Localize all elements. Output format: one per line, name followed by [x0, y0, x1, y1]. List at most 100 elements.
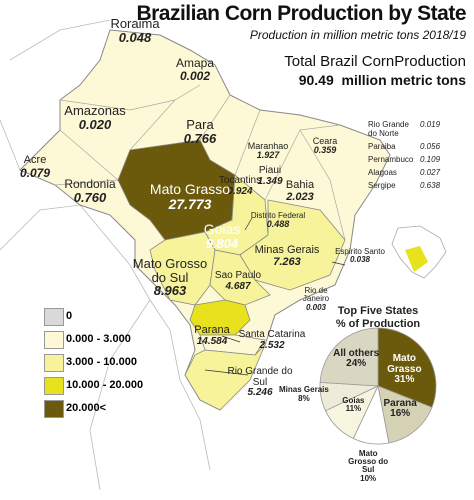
state-name: Acre [23, 154, 47, 166]
state-value: 0.002 [179, 68, 211, 83]
pie-label: All others 24% [331, 347, 381, 370]
state-value: 14.584 [196, 335, 228, 347]
pie-label: Mato Grasso 31% [379, 353, 429, 386]
state-shapes [117, 139, 346, 411]
state-borders [54, 84, 346, 241]
state-label: Goias 9.804 [192, 222, 252, 250]
legend-swatch [44, 308, 64, 326]
total-unit: million metric tons [341, 72, 466, 88]
state-name: Sao Paulo [214, 270, 262, 281]
state-value: 0.924 [227, 185, 253, 197]
pie-label: Parana 16% [375, 398, 425, 420]
state-label: Pernambuco 0.109 [368, 155, 440, 164]
state-name: Amazonas [64, 103, 126, 118]
state-name: Amapa [175, 56, 215, 70]
state-name: Espirito Santo [335, 247, 385, 256]
pie-label: Goias 11% [328, 396, 378, 414]
state-value: 0.019 [420, 120, 441, 129]
state-value: 27.773 [168, 195, 212, 212]
state-label: Mato Grosso do Sul 8.963 [125, 257, 215, 298]
state-shape [209, 249, 271, 306]
pie-slice [377, 327, 437, 408]
state-name: Piaui [258, 165, 282, 176]
legend-swatch [44, 377, 64, 395]
state-name: Pernambuco [368, 155, 414, 164]
state-label: Acre 0.079 [10, 154, 60, 180]
state-name: Alagoas [368, 168, 397, 177]
state-shape [189, 299, 251, 336]
state-value: 8.963 [153, 283, 187, 299]
state-value: 1.927 [256, 150, 280, 161]
total-value: 90.49 [298, 72, 334, 88]
state-label: Maranhao 1.927 [238, 141, 298, 161]
state-label: Rio Grande do Sul 5.246 [220, 366, 300, 399]
state-name: Rio de Janeiro [302, 286, 330, 304]
state-name: Goias [203, 221, 241, 237]
title: Brazilian Corn Production by State [136, 2, 466, 25]
state-value: 0.056 [420, 142, 441, 151]
pie-subtitle: % of Production [335, 318, 421, 330]
state-name: Sergipe [368, 181, 396, 190]
state-label: Amazonas 0.020 [50, 104, 140, 131]
state-label: Para 0.766 [170, 118, 230, 145]
state-value: 0.766 [183, 130, 217, 146]
state-shape [199, 334, 266, 356]
state-value: 0.003 [305, 302, 327, 312]
pie-label-name: Minas Gerais [279, 385, 329, 395]
legend-label: 0.000 - 3.000 [66, 333, 131, 345]
state-name: Rondonia [64, 177, 116, 191]
legend-label: 3.000 - 10.000 [66, 356, 137, 368]
pie-label: Mato Grosso do Sul 10% [348, 449, 388, 484]
pie-chart [319, 327, 437, 445]
state-label: Rio Grande do Norte 0.019 [368, 120, 440, 138]
pie-slice [377, 385, 433, 444]
state-value: 1.349 [257, 175, 283, 187]
state-label: Parana 14.584 [182, 324, 242, 347]
state-value: 2.532 [259, 339, 285, 351]
inset-map [391, 225, 447, 279]
state-label: Rondonia 0.760 [55, 178, 125, 204]
state-label: Minas Gerais 7.263 [247, 244, 327, 268]
pie-label-value: 10% [360, 473, 377, 483]
pie-label-value: 16% [390, 408, 411, 420]
state-shape [184, 344, 266, 411]
state-value: 0.038 [349, 255, 371, 265]
legend-label: 20.000< [66, 402, 107, 414]
total: 90.49 million metric tons [299, 72, 466, 88]
state-name: Roraima [110, 16, 160, 31]
pie-label-value: 11% [345, 403, 362, 413]
state-value: 0.079 [19, 165, 51, 180]
state-value: 0.109 [420, 155, 441, 164]
state-label: Sergipe 0.638 [368, 181, 440, 190]
state-value: 9.804 [205, 235, 239, 251]
state-name: Parana [194, 324, 230, 336]
state-label: Ceara 0.359 [300, 136, 350, 156]
state-name: Santa Catarina [238, 329, 306, 340]
pie-label-name: All others [333, 347, 380, 359]
state-value: 0.488 [266, 219, 290, 230]
state-label: Paraiba 0.056 [368, 142, 440, 151]
state-shape [239, 199, 346, 291]
state-name: Paraiba [368, 142, 396, 151]
legend-swatch [44, 354, 64, 372]
state-label: Alagoas 0.027 [368, 168, 440, 177]
continent-lines [0, 19, 211, 491]
state-label: Distrito Federal 0.488 [238, 211, 318, 230]
legend-swatch [44, 400, 64, 418]
state-label: Amapa 0.002 [165, 57, 225, 82]
state-value: 0.359 [313, 145, 337, 156]
state-value: 2.023 [286, 190, 314, 203]
state-name: Para [186, 117, 214, 132]
state-label: Espirito Santo 0.038 [335, 247, 385, 265]
state-label: Tocantins 0.924 [210, 175, 270, 197]
pie-label: Minas Gerais 8% [279, 385, 329, 403]
state-name: Rio Grande do Sul [227, 366, 293, 388]
state-value: 0.048 [118, 29, 152, 45]
state-label: Rio de Janeiro 0.003 [291, 286, 341, 312]
state-name: Rio Grande do Norte [368, 120, 409, 138]
legend-label: 0 [66, 310, 73, 322]
state-value: 4.687 [225, 280, 251, 292]
total-label: Total Brazil CornProduction [284, 53, 466, 70]
subtitle: Production in million metric tons 2018/1… [249, 28, 466, 42]
